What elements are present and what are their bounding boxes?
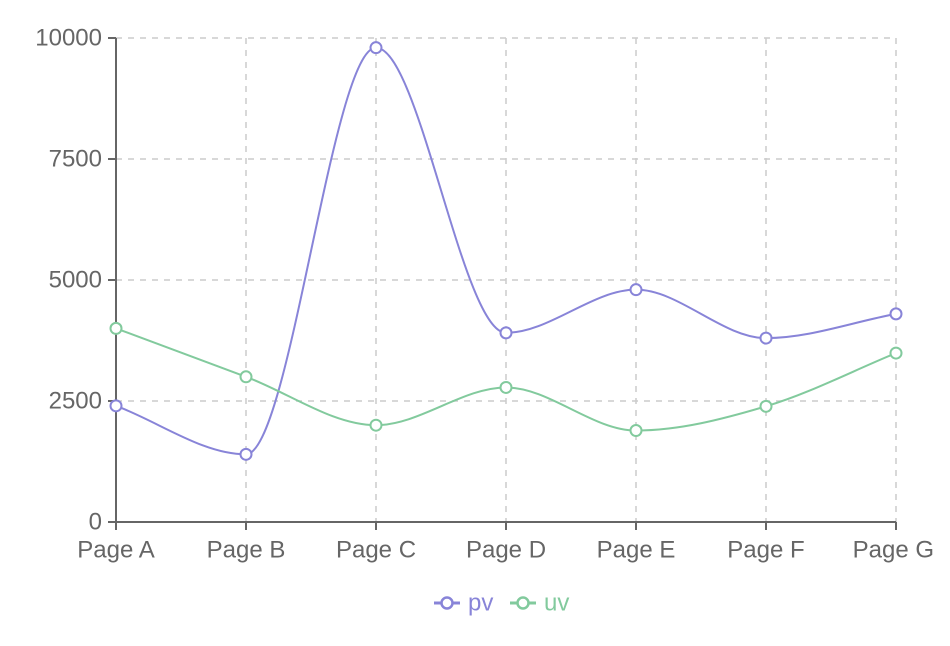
legend-marker-uv	[516, 596, 530, 610]
data-point-uv[interactable]	[239, 370, 253, 384]
data-point-uv[interactable]	[889, 346, 903, 360]
data-point-pv[interactable]	[889, 307, 903, 321]
data-point-pv[interactable]	[759, 331, 773, 345]
legend-label-pv: pv	[468, 590, 493, 617]
legend-item-uv[interactable]: uv	[510, 590, 569, 617]
x-tick-label: Page A	[77, 537, 154, 564]
x-tick-label: Page B	[207, 537, 286, 564]
data-point-pv[interactable]	[239, 447, 253, 461]
legend-item-pv[interactable]: pv	[434, 590, 493, 617]
data-point-uv[interactable]	[109, 321, 123, 335]
series-lines	[109, 41, 903, 461]
axes: 0 2500 5000 7500 10000 Page A Page B Page C Page…	[35, 25, 934, 564]
y-tick-label: 5000	[49, 267, 102, 294]
y-tick-label: 2500	[49, 388, 102, 415]
y-tick-label: 0	[89, 509, 102, 536]
x-tick-label: Page F	[727, 537, 804, 564]
legend-marker-pv	[440, 596, 454, 610]
x-tick-label: Page E	[597, 537, 676, 564]
data-point-uv[interactable]	[369, 418, 383, 432]
grid	[116, 37, 897, 522]
x-tick-label: Page G	[853, 537, 934, 564]
x-tick-label: Page D	[466, 537, 546, 564]
data-point-uv[interactable]	[759, 399, 773, 413]
y-tick-label: 10000	[35, 25, 102, 52]
legend-label-uv: uv	[544, 590, 569, 617]
legend: pv uv	[434, 590, 569, 617]
x-tick-label: Page C	[336, 537, 416, 564]
data-point-pv[interactable]	[499, 326, 513, 340]
data-point-uv[interactable]	[629, 424, 643, 438]
data-point-pv[interactable]	[369, 41, 383, 55]
y-tick-label: 7500	[49, 146, 102, 173]
series-line-pv	[115, 46, 897, 456]
data-point-uv[interactable]	[499, 380, 513, 394]
data-point-pv[interactable]	[629, 283, 643, 297]
data-point-pv[interactable]	[109, 399, 123, 413]
